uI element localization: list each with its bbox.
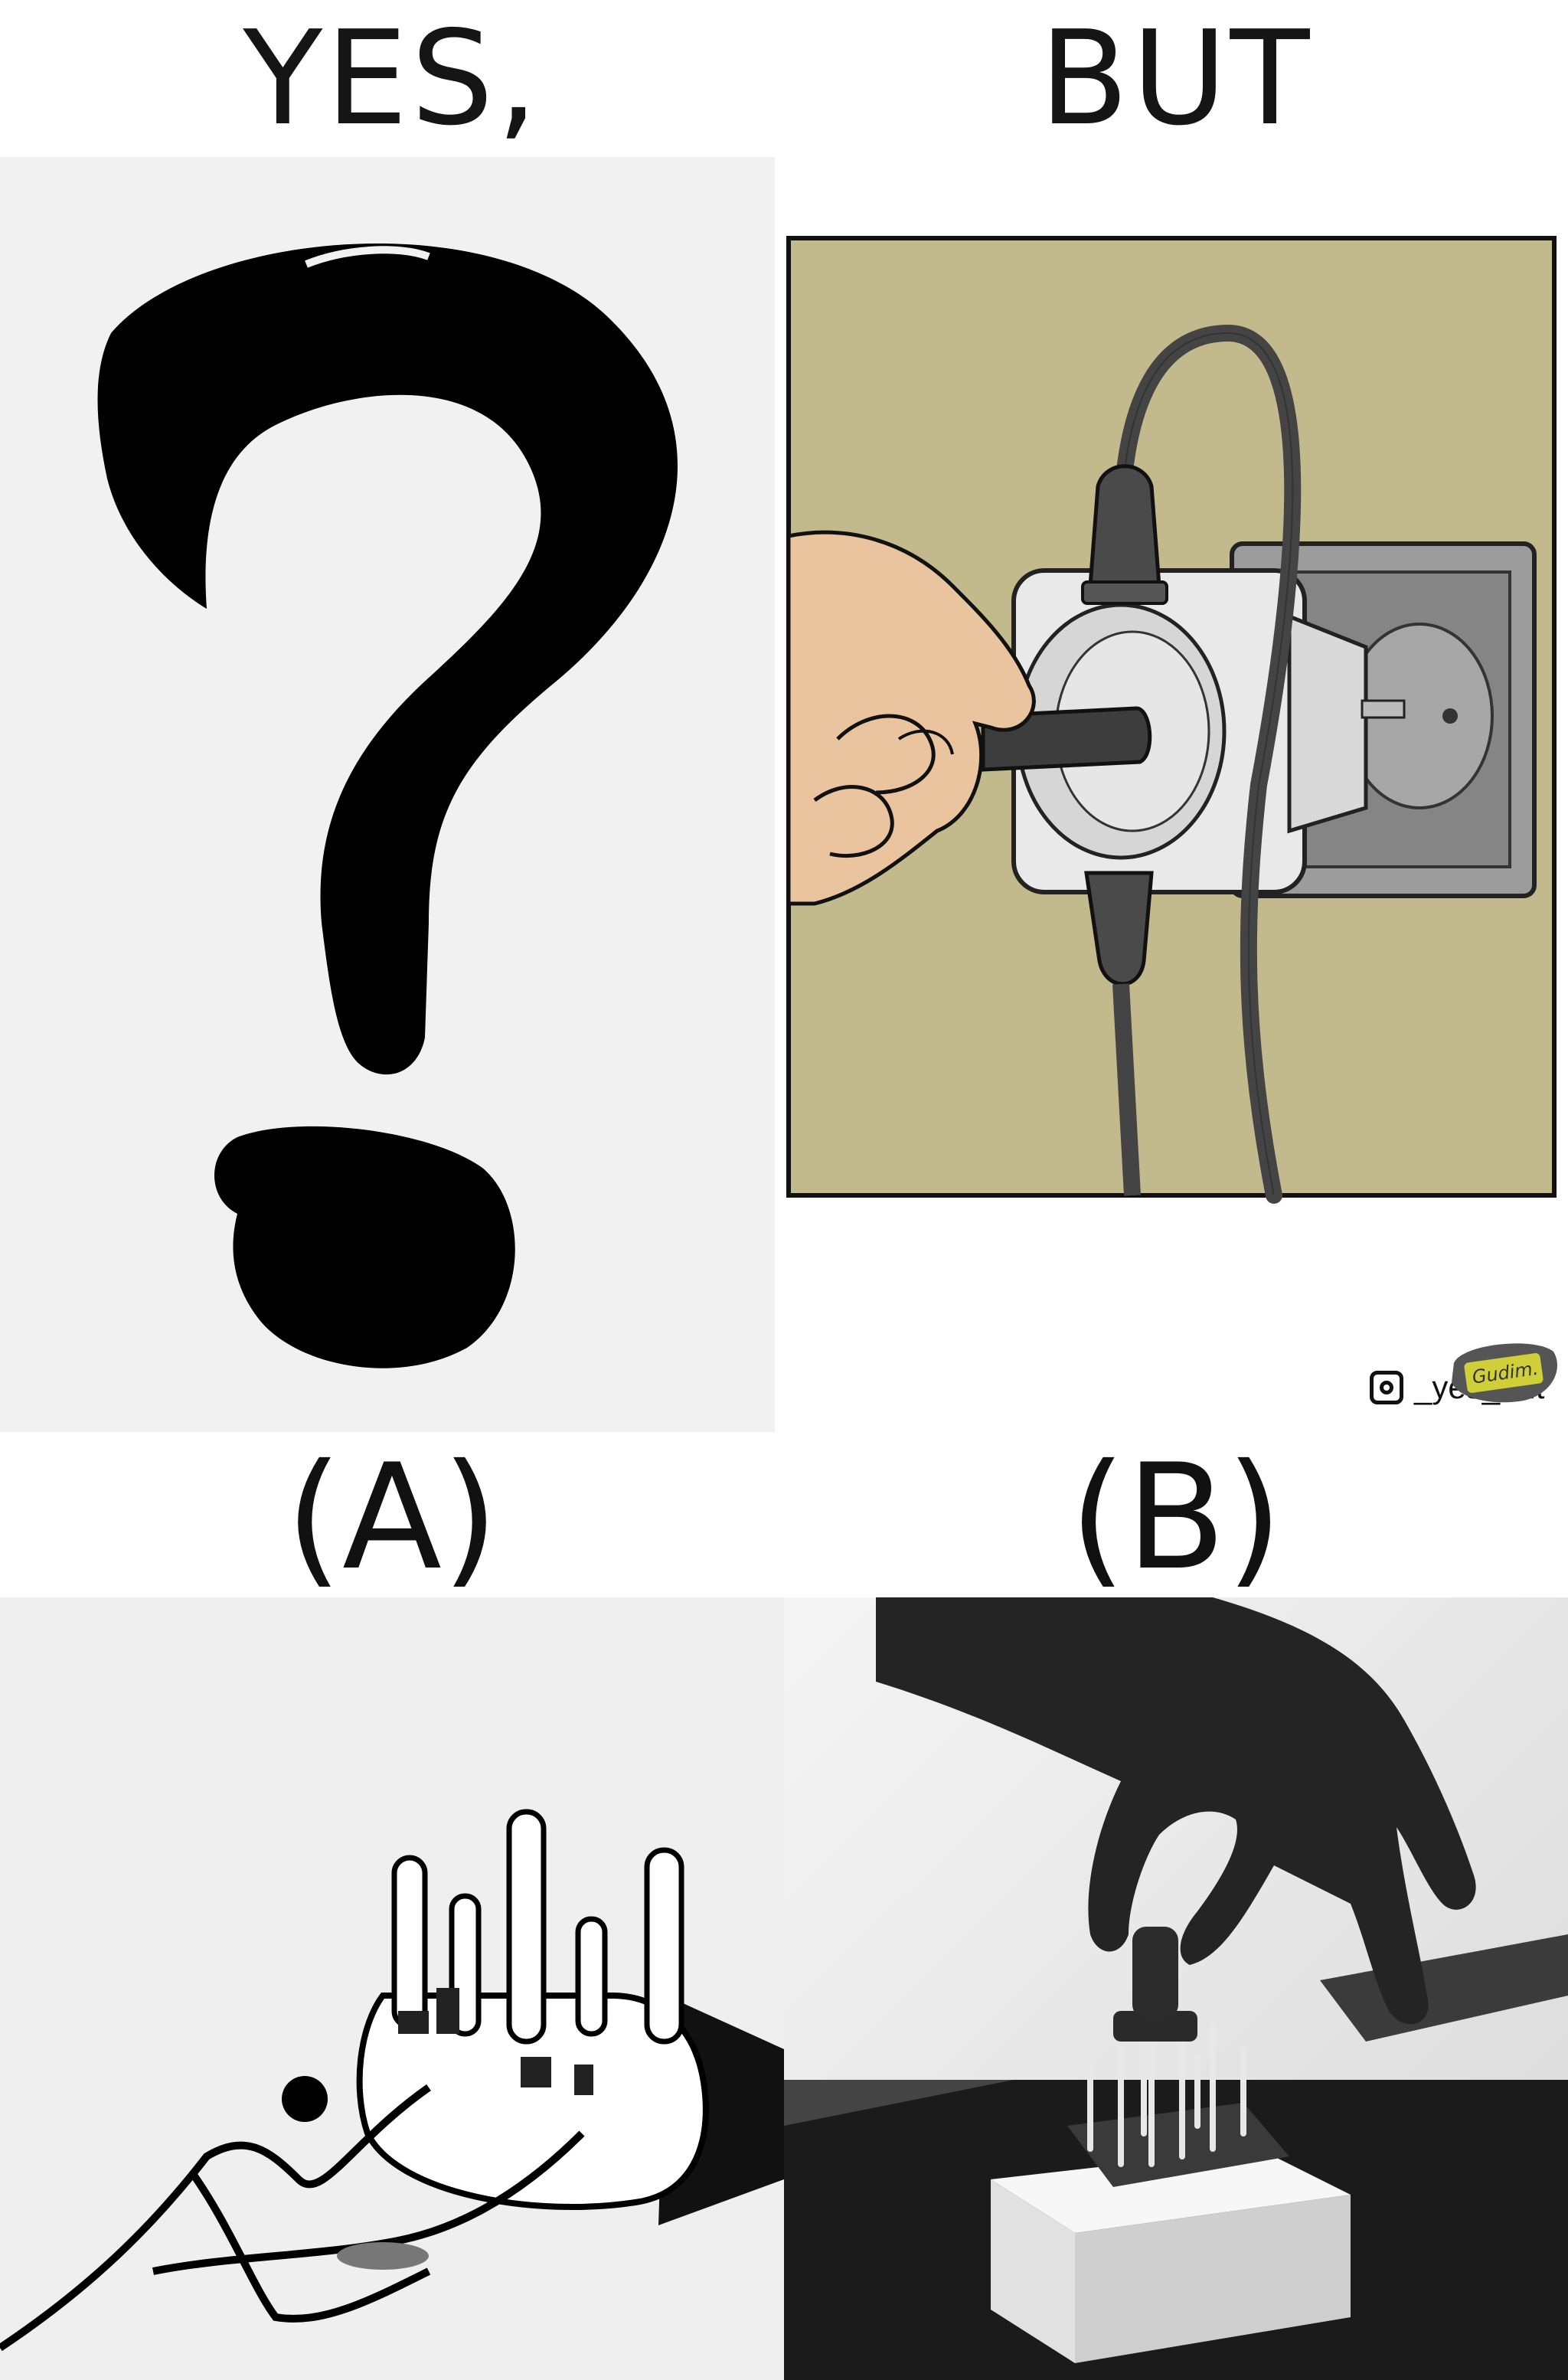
question-mark-panel xyxy=(0,157,775,1432)
header-yes: YES, xyxy=(243,2,541,155)
cube-icon xyxy=(991,2149,1351,2363)
signature-badge-icon: Gudim. xyxy=(1452,1343,1557,1403)
option-a-label: (A) xyxy=(285,1432,499,1602)
option-a-image[interactable] xyxy=(0,1597,784,2380)
plug-comic-illustration xyxy=(786,236,1557,1204)
header-but: BUT xyxy=(1039,2,1313,155)
option-b-image[interactable] xyxy=(784,1597,1568,2380)
hand-pins-render-icon xyxy=(784,1597,1568,2380)
adapter-line-art-icon xyxy=(0,1809,784,2352)
hand-icon xyxy=(876,1597,1476,2025)
option-b-label: (B) xyxy=(1069,1432,1283,1602)
adapter-icon xyxy=(1011,568,1406,894)
hand-icon xyxy=(786,530,1036,906)
question-mark-icon xyxy=(97,243,678,1368)
comic-panel: _yes_but Gudim. xyxy=(784,157,1568,1432)
instagram-icon xyxy=(1370,1371,1403,1404)
